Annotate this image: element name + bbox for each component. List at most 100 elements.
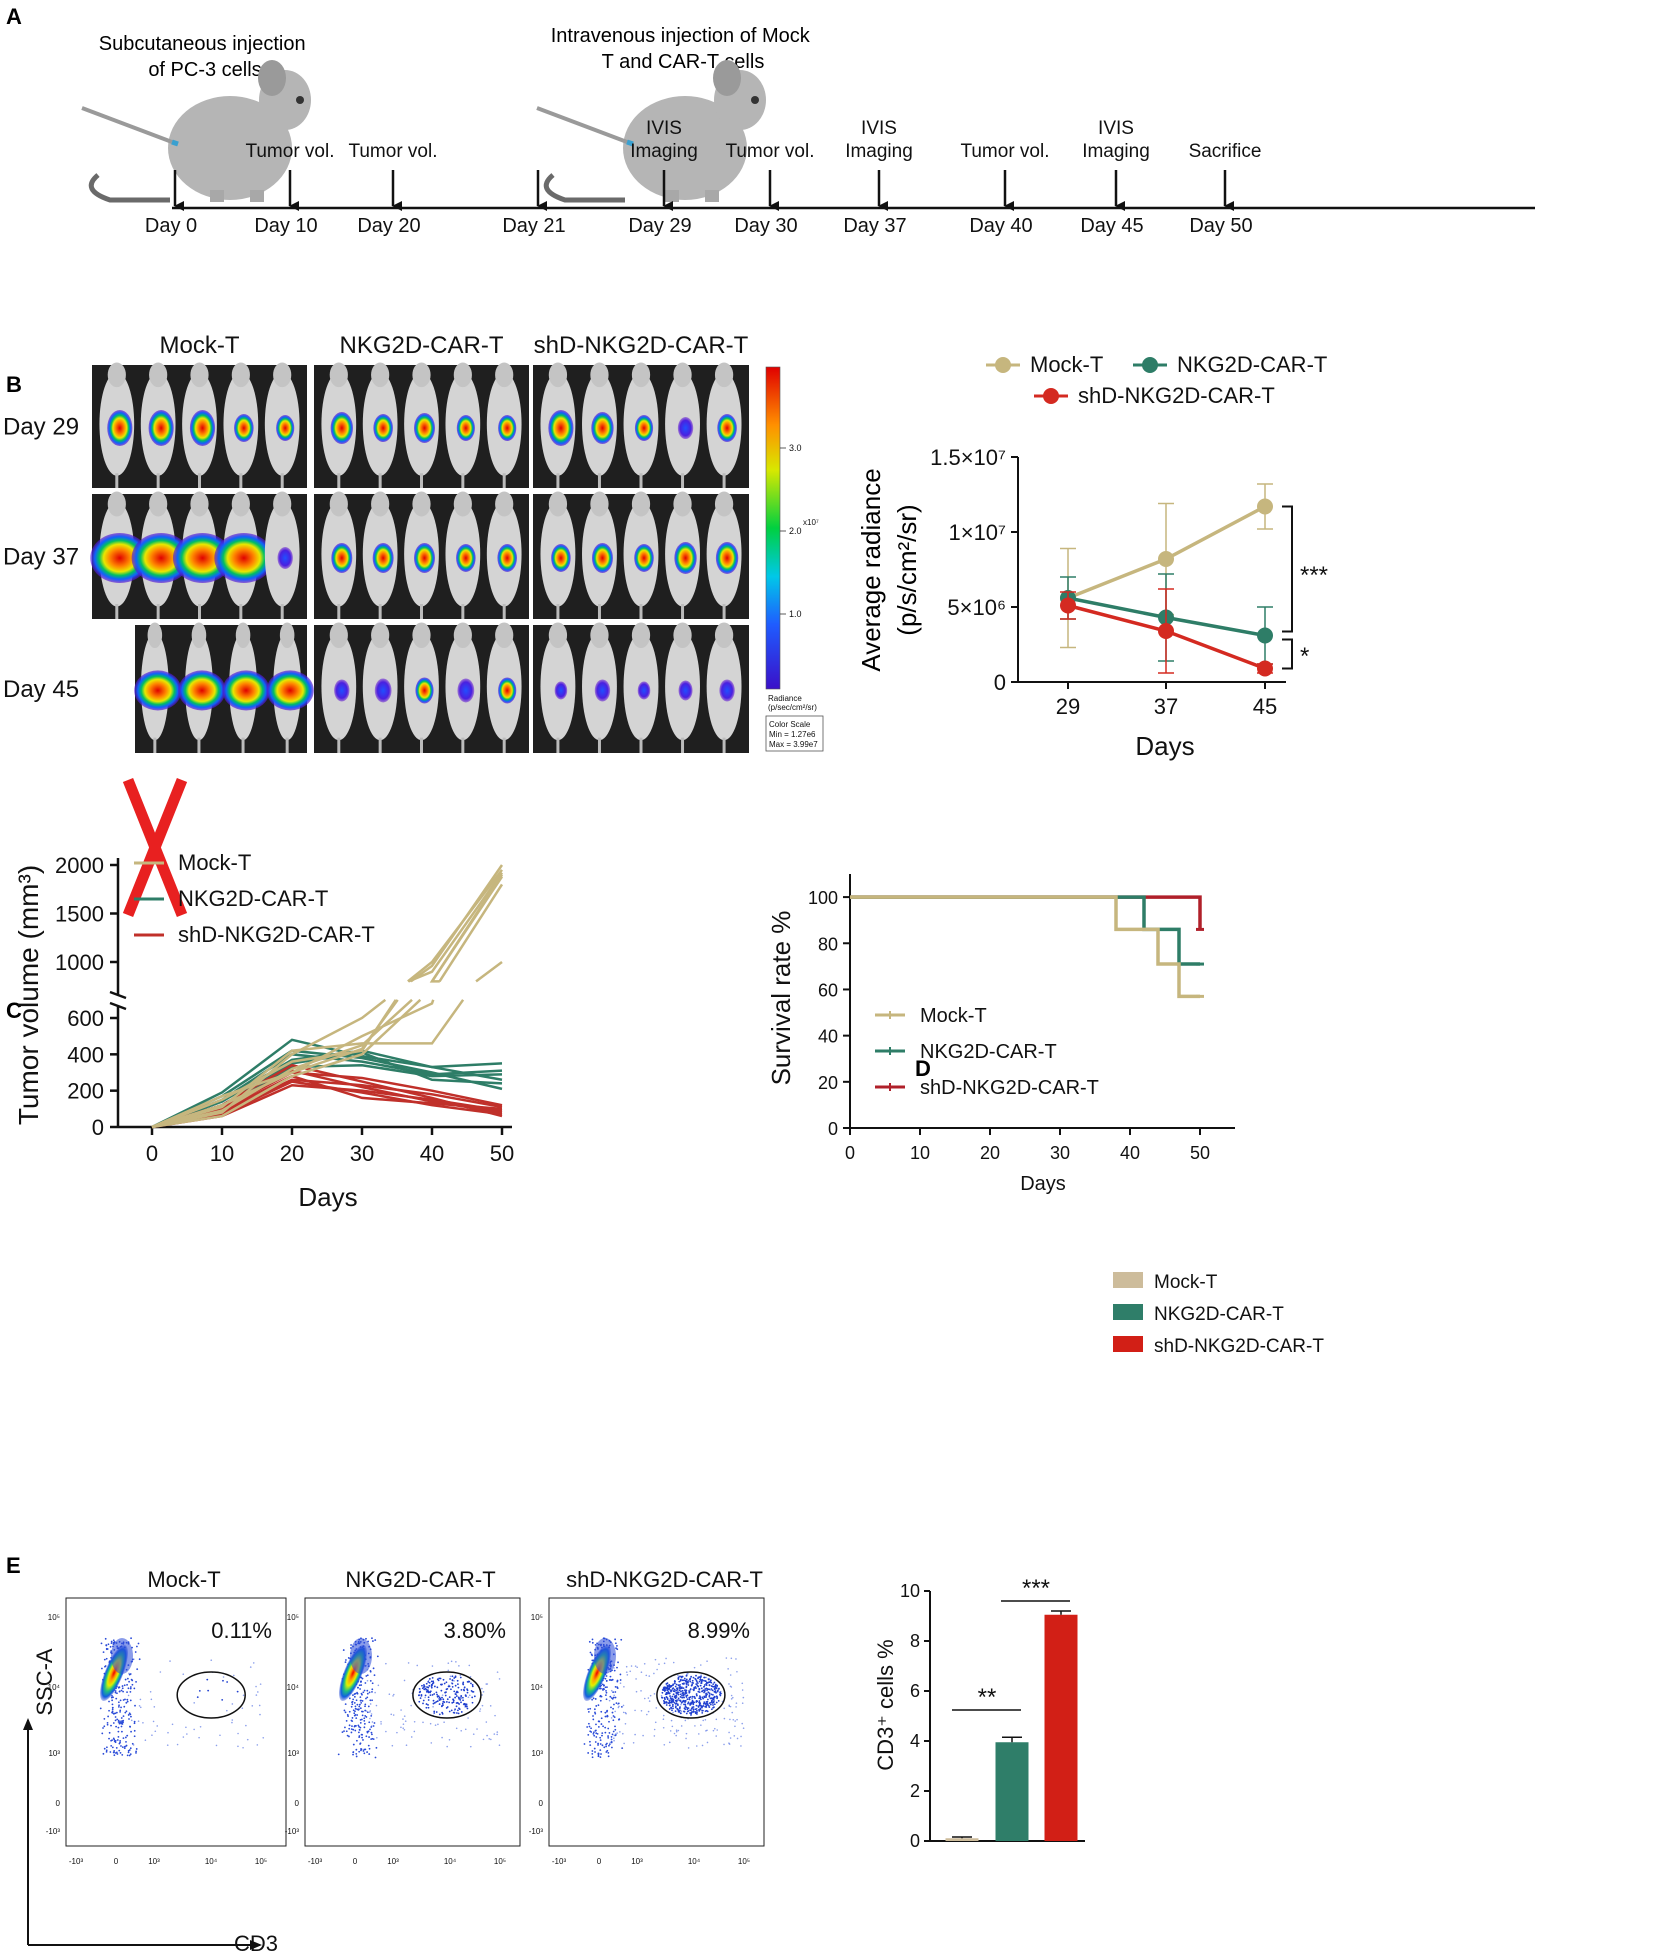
bioluminescence-signal [189,410,216,447]
flow-event-dot [589,1651,592,1654]
mouse-head [147,622,163,649]
bioluminescence-signal [554,681,568,700]
flow-event-dot [425,1706,428,1709]
mouse-head [590,622,609,649]
y-tick-label: 600 [67,1006,104,1031]
flow-event-dot [127,1714,130,1716]
flow-event-dot [126,1691,128,1694]
flow-event-dot [677,1699,679,1701]
flow-event-dot [715,1718,718,1721]
flow-event-dot [113,1712,116,1715]
tumor-growth-line [151,999,465,1129]
flow-event-dot [614,1691,617,1693]
flow-event-dot [600,1687,602,1690]
flow-event-dot [601,1732,604,1735]
flow-event-dot [123,1684,126,1687]
flow-event-dot [452,1711,455,1714]
flow-event-dot [366,1674,369,1677]
flow-event-dot [416,1664,419,1667]
flow-event-dot [705,1676,708,1679]
axis-break-mark [109,990,127,1000]
flow-event-dot [607,1727,610,1730]
flow-event-dot [476,1728,478,1730]
flow-event-dot [603,1746,606,1749]
flow-event-dot [444,1694,447,1697]
flow-event-dot [133,1735,136,1738]
flow-event-dot [669,1689,672,1691]
bioluminescence-signal [373,414,393,443]
flow-x-tick-label: 0 [597,1857,602,1866]
flow-x-tick-label: 10⁴ [444,1857,457,1866]
flow-event-dot [699,1664,702,1666]
tumor-growth-line [407,869,503,983]
flow-event-dot [588,1725,591,1728]
flow-event-dot [488,1738,491,1740]
flow-event-dot [688,1698,691,1701]
flow-event-dot [110,1724,112,1727]
flow-event-dot [468,1694,471,1697]
flow-event-dot [609,1741,612,1744]
radiance-line-chart: Mock-T NKG2D-CAR-T shD-NKG2D-CAR-T 0 5×10⁶ 1×… [856,352,1328,761]
flow-event-dot [368,1753,371,1755]
flow-event-dot [107,1715,110,1718]
flow-event-dot [112,1737,115,1740]
x-tick-label: 50 [1190,1143,1210,1163]
flow-event-dot [479,1710,481,1712]
flow-event-dot [694,1677,697,1680]
flow-event-dot [358,1708,360,1711]
flow-event-dot [454,1684,457,1687]
flow-event-dot [643,1697,646,1700]
flow-event-dot [601,1734,603,1737]
flow-cytometry-panels: Mock-T 0.11% -10³ 0 10³ 10⁴ 10⁵ 10⁵ 10⁴ 10³ 0 -10³ N… [32,1567,765,1956]
flow-event-dot [182,1673,185,1675]
flow-event-dot [359,1742,362,1745]
flow-event-dot [708,1695,711,1698]
flow-event-dot [469,1676,472,1678]
flow-event-dot [705,1682,708,1685]
flow-event-dot [686,1681,689,1683]
timeline-day21-caption: Intravenous injection of Mock T and CAR-… [551,25,816,73]
flow-event-dot [114,1741,117,1744]
mouse-head [673,622,692,649]
flow-event-dot [709,1680,712,1683]
flow-plot-frame [65,1597,287,1847]
flow-event-dot [677,1729,680,1732]
flow-event-dot [371,1721,374,1723]
timeline-event-label: Sacrifice [1189,141,1262,162]
flow-event-dot [393,1693,395,1696]
flow-event-dot [111,1708,114,1711]
flow-event-dot [716,1729,719,1731]
colorbar-max: Max = 3.99e7 [769,740,818,749]
flow-event-dot [258,1704,261,1707]
flow-event-dot [704,1719,707,1721]
legend-swatch [1113,1336,1143,1352]
flow-event-dot [130,1715,132,1718]
flow-event-dot [600,1695,603,1698]
flow-event-dot [614,1710,616,1713]
flow-event-dot [672,1661,675,1664]
y-tick-label: 8 [910,1631,920,1651]
flow-event-dot [674,1685,677,1688]
flow-event-dot [675,1699,678,1702]
flow-event-dot [607,1735,609,1737]
flow-event-dot [674,1710,677,1713]
flow-event-dot [462,1683,465,1686]
panel-label-e: E [6,1553,21,1578]
flow-event-dot [222,1676,225,1678]
flow-event-dot [455,1661,457,1663]
flow-event-dot [696,1684,699,1687]
flow-event-dot [677,1693,680,1696]
flow-event-dot [729,1718,731,1721]
flow-event-dot [454,1693,457,1695]
flow-event-dot [231,1703,234,1705]
flow-event-dot [366,1696,369,1699]
flow-event-dot [670,1701,673,1704]
flow-event-dot [663,1697,666,1700]
flow-event-dot [206,1678,209,1681]
flow-event-dot [466,1688,468,1691]
flow-event-dot [149,1690,152,1693]
flow-event-dot [462,1703,465,1706]
flow-event-dot [690,1711,693,1713]
flow-event-dot [371,1688,374,1691]
